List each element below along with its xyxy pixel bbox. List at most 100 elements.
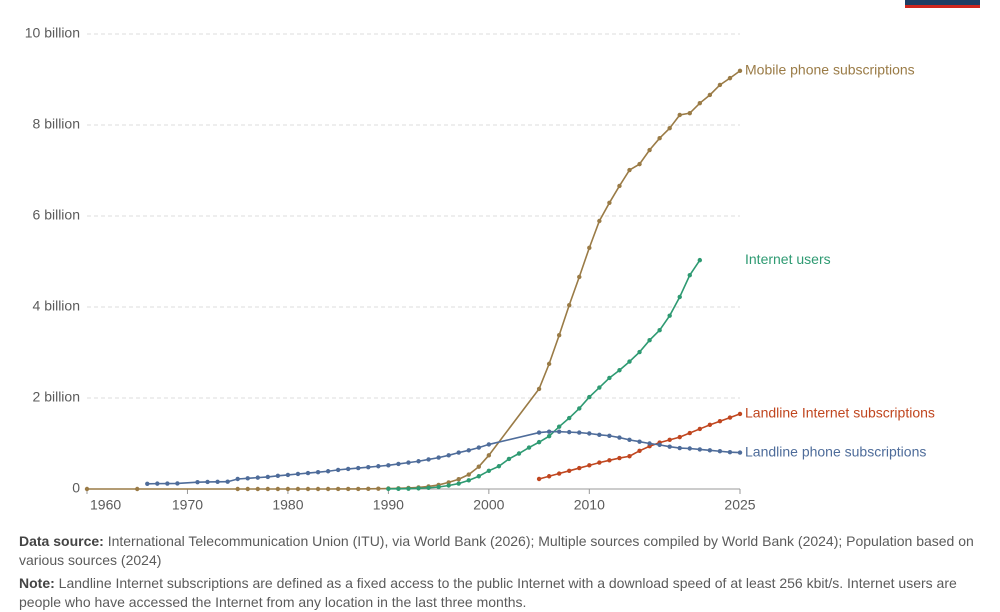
note-label: Note: [19, 575, 55, 591]
point [446, 483, 451, 488]
y-tick-label: 6 billion [33, 207, 80, 223]
point [285, 472, 291, 478]
point [235, 486, 240, 492]
point [647, 338, 652, 343]
point [436, 455, 441, 460]
point [587, 394, 592, 400]
point [255, 486, 260, 492]
point [446, 453, 451, 458]
point [546, 429, 552, 434]
point [356, 465, 361, 471]
x-tick-label: 2010 [574, 497, 605, 513]
point [526, 445, 532, 450]
point [436, 484, 441, 490]
point [416, 459, 421, 464]
point [456, 481, 461, 486]
x-tick-label: 1980 [272, 497, 303, 513]
point [637, 439, 642, 444]
point [456, 450, 461, 455]
point [647, 147, 652, 153]
point [617, 455, 622, 461]
point [466, 478, 471, 483]
point [727, 449, 733, 455]
point [577, 430, 582, 435]
point [727, 75, 733, 81]
point [727, 415, 733, 420]
point [647, 441, 652, 446]
point [486, 442, 492, 447]
point [637, 349, 642, 355]
point [556, 424, 562, 429]
point [737, 450, 743, 455]
series-line [87, 70, 741, 490]
point [165, 481, 170, 486]
y-tick-label: 4 billion [33, 298, 80, 314]
point [325, 469, 331, 474]
point [315, 469, 321, 475]
point [597, 432, 602, 438]
point [677, 434, 682, 440]
point [225, 479, 230, 484]
x-tick-label: 1970 [172, 497, 203, 513]
point [607, 458, 612, 463]
point [556, 471, 562, 476]
point [567, 429, 572, 435]
point [476, 474, 481, 479]
point [697, 447, 703, 452]
note: Note: Landline Internet subscriptions ar… [19, 574, 984, 612]
point [245, 476, 250, 481]
point [546, 474, 552, 479]
point [466, 448, 471, 453]
point [396, 461, 401, 467]
point [426, 457, 431, 462]
series-line [147, 430, 741, 485]
point [295, 486, 301, 492]
point [335, 467, 341, 473]
point [305, 486, 311, 492]
point [325, 486, 331, 492]
point [175, 481, 180, 486]
point [667, 444, 672, 449]
point [275, 473, 281, 479]
note-text: Landline Internet subscriptions are defi… [19, 575, 957, 610]
point [687, 110, 692, 116]
point [617, 368, 622, 373]
y-tick-label: 10 billion [25, 25, 80, 41]
data-source: Data source: International Telecommunica… [19, 532, 984, 570]
point [446, 480, 451, 485]
point [536, 476, 542, 482]
point [577, 406, 582, 411]
y-tick-label: 0 [72, 480, 80, 496]
y-tick-label: 2 billion [33, 389, 80, 405]
point [486, 468, 492, 473]
point [657, 135, 662, 141]
point [315, 486, 321, 492]
point [567, 415, 572, 421]
point [556, 429, 562, 434]
point [607, 375, 612, 381]
logo [905, 0, 980, 5]
point [677, 112, 682, 118]
point [476, 464, 481, 469]
point [637, 448, 642, 453]
x-tick-label: 1990 [373, 497, 404, 513]
point [456, 477, 461, 482]
point [496, 464, 502, 469]
point [587, 463, 592, 468]
source-label: Data source: [19, 533, 104, 549]
point [376, 486, 381, 491]
point [657, 442, 662, 448]
point [305, 470, 311, 476]
point [556, 333, 562, 338]
point [617, 183, 622, 189]
series-label: Internet users [745, 251, 831, 267]
point [677, 445, 682, 451]
point [275, 486, 281, 492]
point [536, 439, 542, 445]
point [677, 294, 682, 300]
point [707, 448, 713, 453]
point [567, 468, 572, 473]
point [697, 426, 703, 432]
point [597, 385, 602, 390]
